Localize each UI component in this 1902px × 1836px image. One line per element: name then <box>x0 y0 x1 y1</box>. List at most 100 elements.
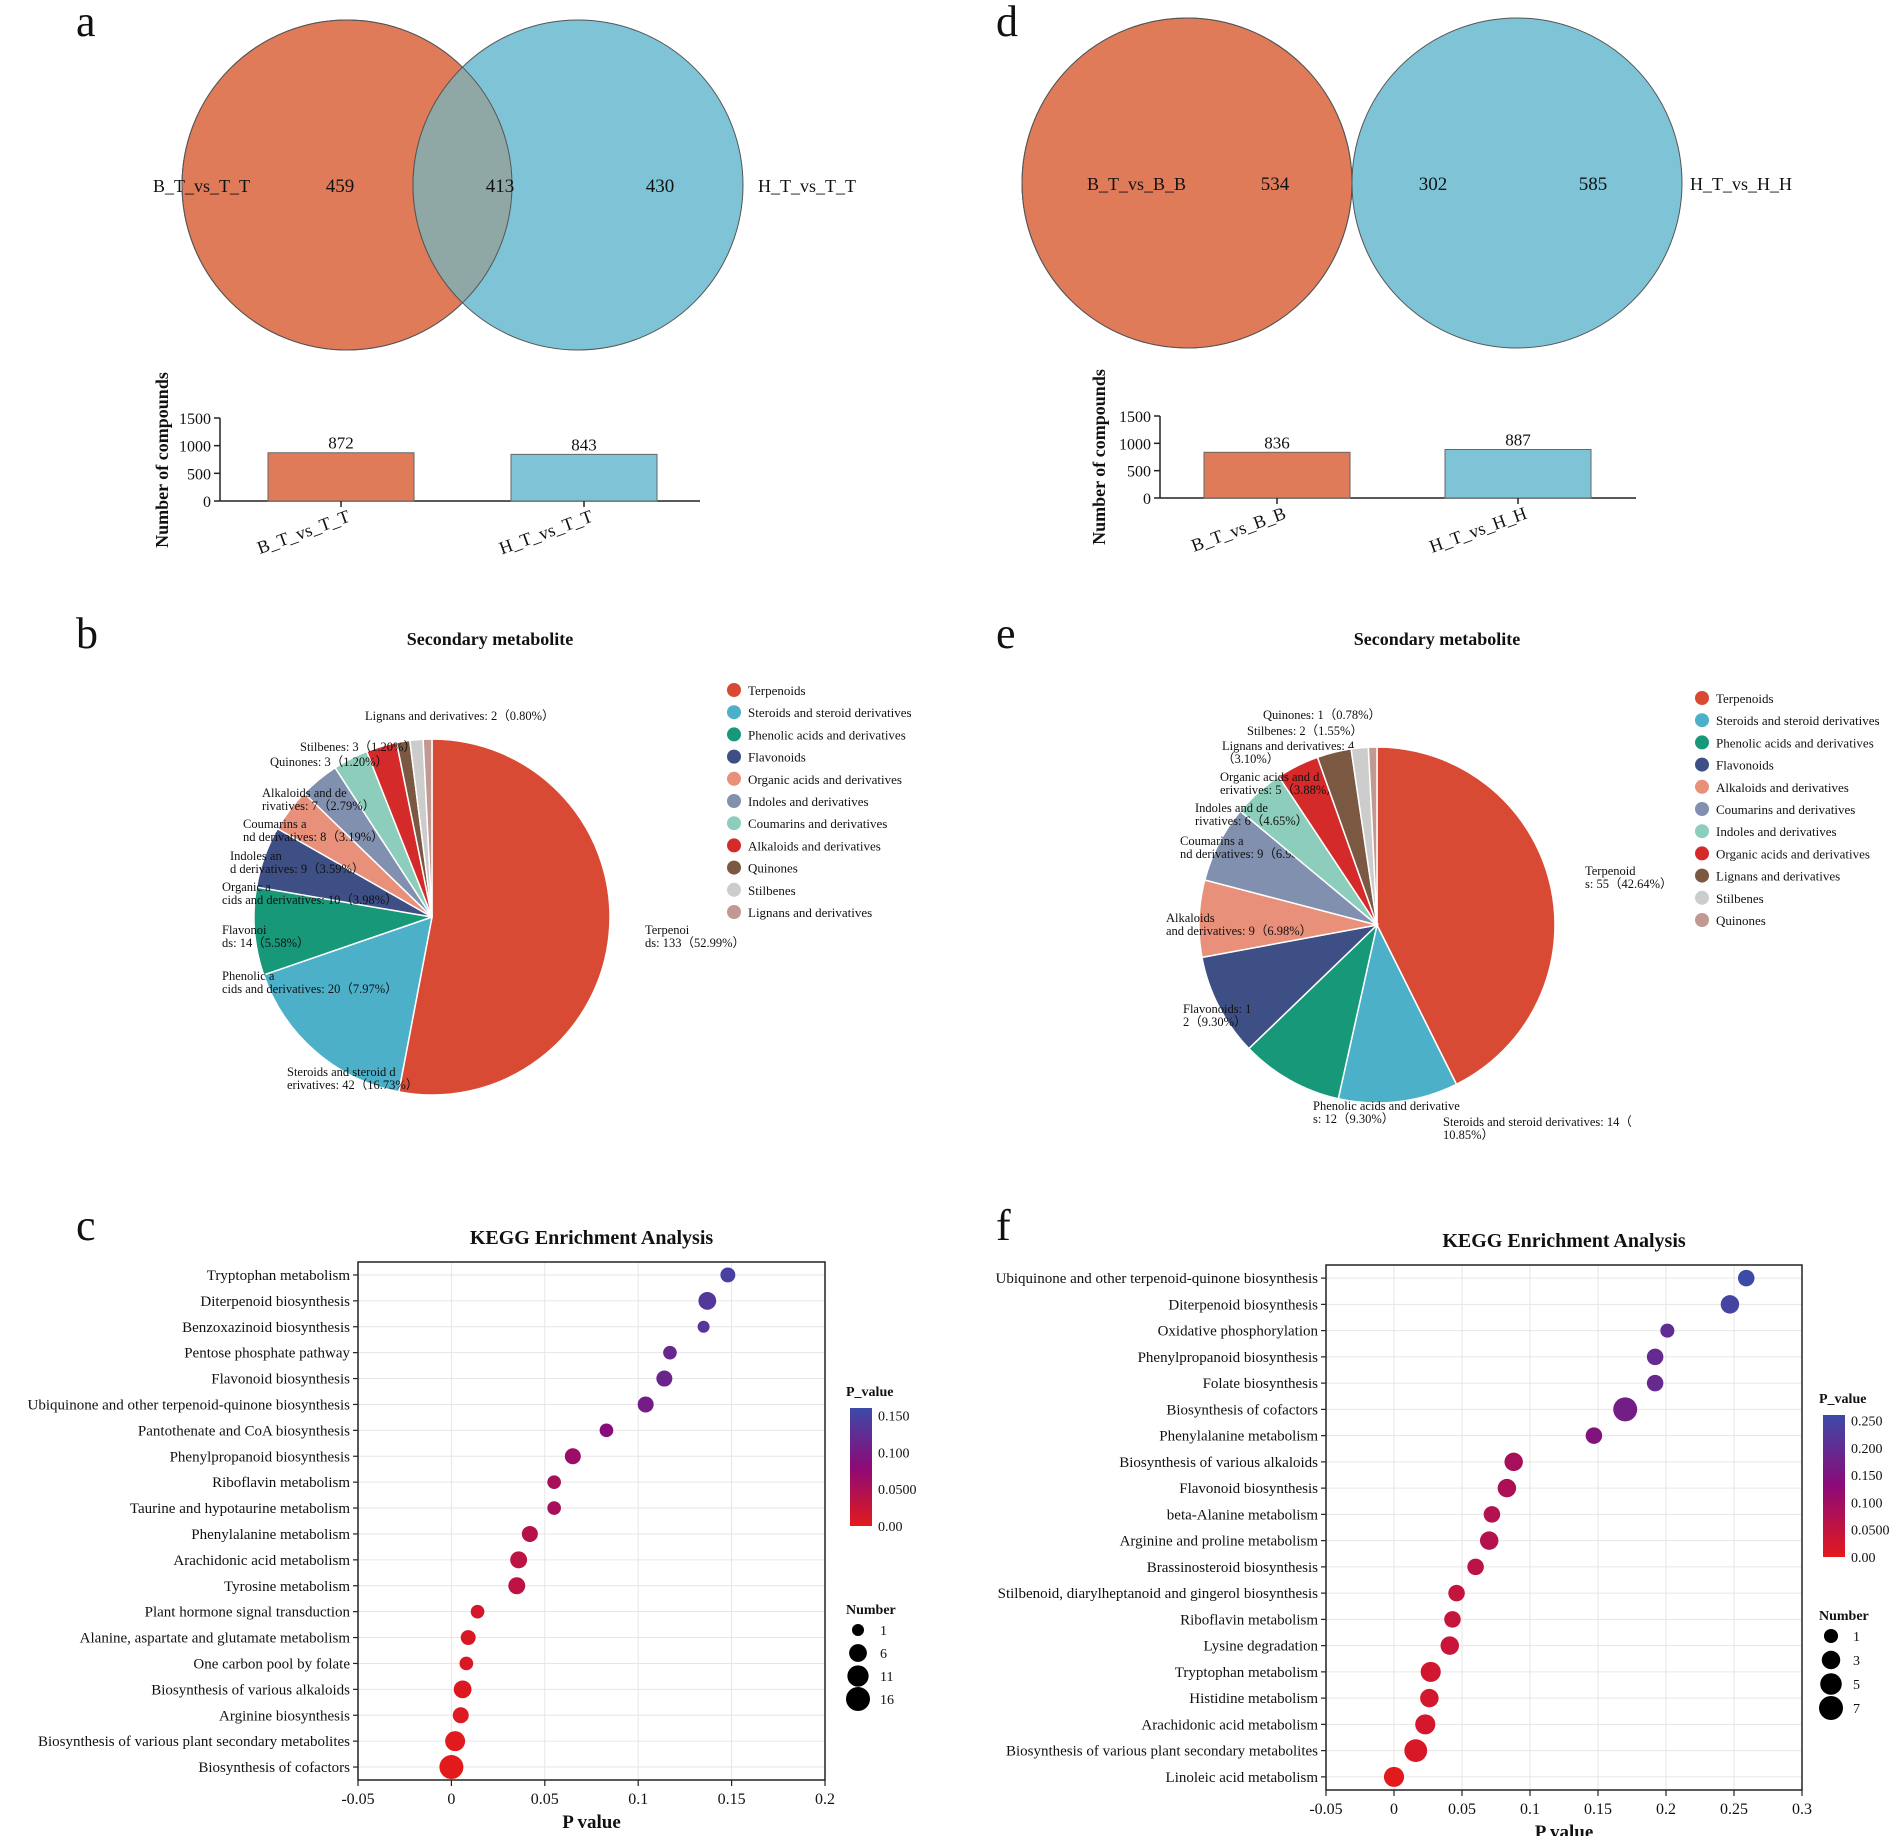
legend-label: Alkaloids and derivatives <box>748 838 881 853</box>
size-legend-circle <box>847 1665 869 1687</box>
pathway-bubble <box>453 1680 472 1699</box>
venn-circle-right <box>1351 17 1683 349</box>
x-tick-label: 0.1 <box>628 1791 648 1808</box>
pathway-label: Biosynthesis of various alkaloids <box>151 1682 350 1698</box>
pathway-bubble <box>1383 1766 1405 1787</box>
color-legend-tick: 0.100 <box>1851 1496 1883 1511</box>
pie-slice-label: Quinones: 1（0.78%） <box>1263 708 1381 722</box>
pathway-label: Riboflavin metabolism <box>1180 1612 1318 1628</box>
color-legend-tick: 0.150 <box>878 1409 910 1424</box>
pie-slice-label: Flavonoi <box>222 923 267 937</box>
venn-left-count: 459 <box>326 176 355 197</box>
bar-value-label: 887 <box>1505 431 1531 450</box>
pathway-bubble <box>1497 1478 1517 1498</box>
legend-swatch <box>1695 802 1709 816</box>
pie-slice <box>1247 922 1379 1100</box>
legend-swatch <box>1695 890 1709 905</box>
pie-slice-label: Phenolic a <box>222 969 275 983</box>
x-tick-label: 0.25 <box>1720 1801 1748 1818</box>
pathway-label: Biosynthesis of various plant secondary … <box>1006 1744 1318 1760</box>
pathway-bubble <box>720 1267 736 1283</box>
pathway-label: Plant hormone signal transduction <box>145 1605 351 1621</box>
y-tick-label: 500 <box>187 466 211 483</box>
x-axis-label: P value <box>1535 1822 1594 1836</box>
y-tick-label: 1500 <box>1119 409 1151 426</box>
legend-swatch <box>1695 779 1709 794</box>
legend-swatch <box>727 749 741 764</box>
pathway-bubble <box>663 1345 677 1360</box>
pathway-bubble <box>564 1448 581 1465</box>
pathway-label: Brassinosteroid biosynthesis <box>1147 1560 1318 1576</box>
pathway-bubble <box>1646 1348 1664 1366</box>
size-legend-label: 6 <box>880 1647 887 1662</box>
color-legend-tick: 0.0500 <box>878 1483 917 1498</box>
pie-slice-label: Terpenoi <box>645 923 690 937</box>
pathway-label: Pantothenate and CoA biosynthesis <box>138 1423 350 1439</box>
pathway-bubble <box>1585 1427 1603 1444</box>
pathway-label: Riboflavin metabolism <box>212 1475 350 1491</box>
panel-letter-c: c <box>76 1201 96 1250</box>
legend-label: Stilbenes <box>1716 891 1764 906</box>
pathway-bubble <box>1467 1558 1484 1576</box>
venn-intersection-count: 302 <box>1419 174 1448 195</box>
legend-swatch <box>1695 913 1709 927</box>
y-tick-label: 1000 <box>179 439 211 456</box>
y-tick-label: 0 <box>1143 491 1151 508</box>
pathway-bubble <box>1420 1688 1439 1708</box>
pathway-bubble <box>656 1370 673 1387</box>
pathway-label: Arginine biosynthesis <box>219 1708 350 1724</box>
pathway-bubble <box>698 1291 717 1310</box>
pie-slice-label: s: 55（42.64%） <box>1585 877 1673 891</box>
pie-slice-label: nd derivatives: 8（3.19%） <box>243 830 384 844</box>
pathway-label: Diterpenoid biosynthesis <box>200 1294 350 1310</box>
size-legend-circle <box>1821 1650 1841 1670</box>
x-tick-label: B_T_vs_T_T <box>254 506 352 558</box>
x-tick-label: 0.3 <box>1792 1801 1812 1818</box>
pathway-bubble <box>445 1731 466 1752</box>
legend-label: Alkaloids and derivatives <box>1716 780 1849 795</box>
size-legend-label: 1 <box>880 1624 887 1639</box>
pathway-bubble <box>1483 1506 1501 1523</box>
pie-slice-label: and derivatives: 9（6.98%） <box>1166 924 1312 938</box>
venn-outline-left <box>181 19 513 351</box>
legend-swatch <box>727 905 741 919</box>
pie-slice-label: Coumarins a <box>243 817 307 831</box>
pie-slice-label: s: 12（9.30%） <box>1313 1112 1394 1126</box>
size-legend-title: Number <box>846 1603 896 1618</box>
pathway-bubble <box>439 1755 464 1780</box>
pathway-label: Phenylalanine metabolism <box>191 1527 350 1543</box>
legend-label: Coumarins and derivatives <box>748 816 887 831</box>
venn-intersection-count: 413 <box>486 176 515 197</box>
pie-slice-label: Terpenoid <box>1585 864 1636 878</box>
color-legend-title: P_value <box>1819 1392 1866 1407</box>
x-tick-label: 0.05 <box>1448 1801 1476 1818</box>
venn-diagram-d: 534 302 585 B_T_vs_B_B H_T_vs_H_H <box>1021 17 1792 349</box>
legend-label: Quinones <box>1716 913 1766 928</box>
pathway-bubble <box>1444 1611 1461 1628</box>
legend-label: Indoles and derivatives <box>1716 824 1837 839</box>
bar <box>1444 449 1592 499</box>
pathway-label: Biosynthesis of various plant secondary … <box>38 1734 350 1750</box>
pie-slice-label: erivatives: 5（3.88%） <box>1220 783 1339 797</box>
color-legend-tick: 0.00 <box>1851 1551 1876 1566</box>
pathway-bubble <box>1720 1295 1740 1314</box>
pathway-label: Tryptophan metabolism <box>207 1268 351 1284</box>
panel-letter-b: b <box>76 609 98 658</box>
pathway-label: Pentose phosphate pathway <box>184 1346 350 1362</box>
color-legend-title: P_value <box>846 1385 893 1400</box>
x-tick-label: 0.2 <box>1656 1801 1676 1818</box>
pie-slice-label: cids and derivatives: 20（7.97%） <box>222 982 398 996</box>
y-axis-label: Number of compounds <box>152 372 172 548</box>
pie-slice-label: Indoles and de <box>1195 801 1268 815</box>
pie-slice-label: Lignans and derivatives: 4 <box>1222 739 1355 753</box>
pathway-label: Tryptophan metabolism <box>1175 1665 1319 1681</box>
kegg-chart-c: KEGG Enrichment Analysis Tryptophan metab… <box>28 1227 917 1833</box>
venn-right-count: 430 <box>646 176 675 197</box>
pie-slice-label: erivatives: 42（16.73%） <box>287 1078 418 1092</box>
pie-slice-label: Phenolic acids and derivative <box>1313 1099 1460 1113</box>
venn-right-label: H_T_vs_H_H <box>1690 174 1792 194</box>
pie-slice-label: nd derivatives: 9（6.98%） <box>1180 847 1321 861</box>
legend-label: Flavonoids <box>748 750 806 765</box>
pathway-bubble <box>599 1423 614 1438</box>
pathway-bubble <box>1613 1397 1638 1422</box>
